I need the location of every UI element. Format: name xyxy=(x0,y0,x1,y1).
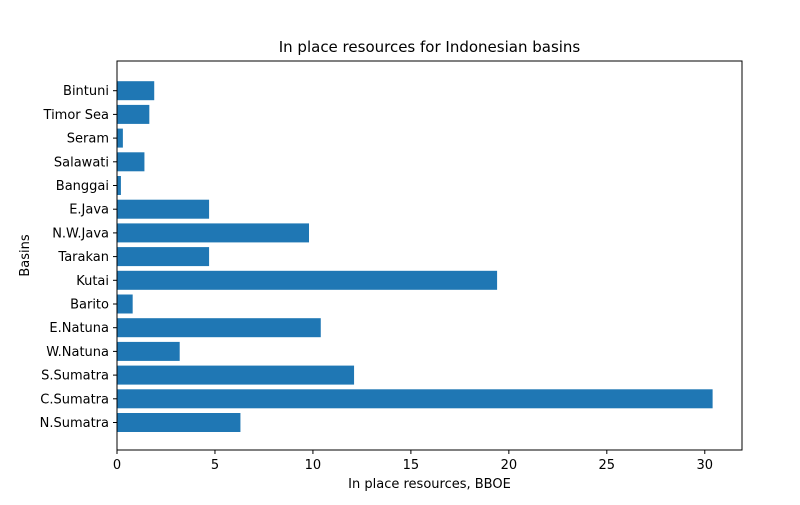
bar-n-w-java xyxy=(117,223,310,243)
bar-kutai xyxy=(117,270,498,290)
bar-c-sumatra xyxy=(117,389,713,409)
y-tick-label: C.Sumatra xyxy=(40,392,109,407)
y-tick-label: Barito xyxy=(70,298,109,313)
x-axis-label: In place resources, BBOE xyxy=(348,477,511,492)
y-tick-label: Banggai xyxy=(56,179,109,194)
bar-salawati xyxy=(117,152,145,172)
y-tick-label: Bintuni xyxy=(63,84,109,99)
bar-timor-sea xyxy=(117,104,150,124)
bar-n-sumatra xyxy=(117,413,241,432)
y-tick-label: Kutai xyxy=(76,274,109,289)
bar-e-natuna xyxy=(117,318,321,338)
bar-s-sumatra xyxy=(117,365,355,385)
y-tick-label: Salawati xyxy=(54,155,109,170)
chart-title: In place resources for Indonesian basins xyxy=(279,38,581,56)
y-tick-label: S.Sumatra xyxy=(41,369,109,384)
x-axis: 0 5 10 15 20 25 30 xyxy=(113,450,713,473)
y-tick-label: N.Sumatra xyxy=(40,416,109,431)
bar-e-java xyxy=(117,199,210,219)
y-tick-label: E.Java xyxy=(69,203,109,218)
y-tick-label: Seram xyxy=(67,132,109,147)
y-tick-label: N.W.Java xyxy=(52,226,109,241)
x-tick-label: 20 xyxy=(501,458,518,473)
plot-area xyxy=(117,81,713,432)
x-tick-label: 25 xyxy=(599,458,616,473)
bar-seram xyxy=(117,128,123,148)
x-tick-label: 30 xyxy=(697,458,714,473)
bar-tarakan xyxy=(117,247,210,267)
y-axis-label: Basins xyxy=(18,234,33,277)
x-tick-label: 15 xyxy=(403,458,420,473)
x-tick-label: 5 xyxy=(211,458,219,473)
x-tick-label: 0 xyxy=(113,458,121,473)
plot-frame xyxy=(116,60,743,451)
x-tick-label: 10 xyxy=(305,458,322,473)
y-axis: N.Sumatra C.Sumatra S.Sumatra W.Natuna E.Nat… xyxy=(40,84,117,431)
y-tick-label: E.Natuna xyxy=(49,321,109,336)
bar-bintuni xyxy=(117,81,155,101)
bar-w-natuna xyxy=(117,341,180,361)
bar-barito xyxy=(117,294,133,314)
y-tick-label: Timor Sea xyxy=(43,108,109,123)
y-tick-label: Tarakan xyxy=(57,250,109,265)
bar-banggai xyxy=(117,176,121,195)
y-tick-label: W.Natuna xyxy=(46,345,109,360)
